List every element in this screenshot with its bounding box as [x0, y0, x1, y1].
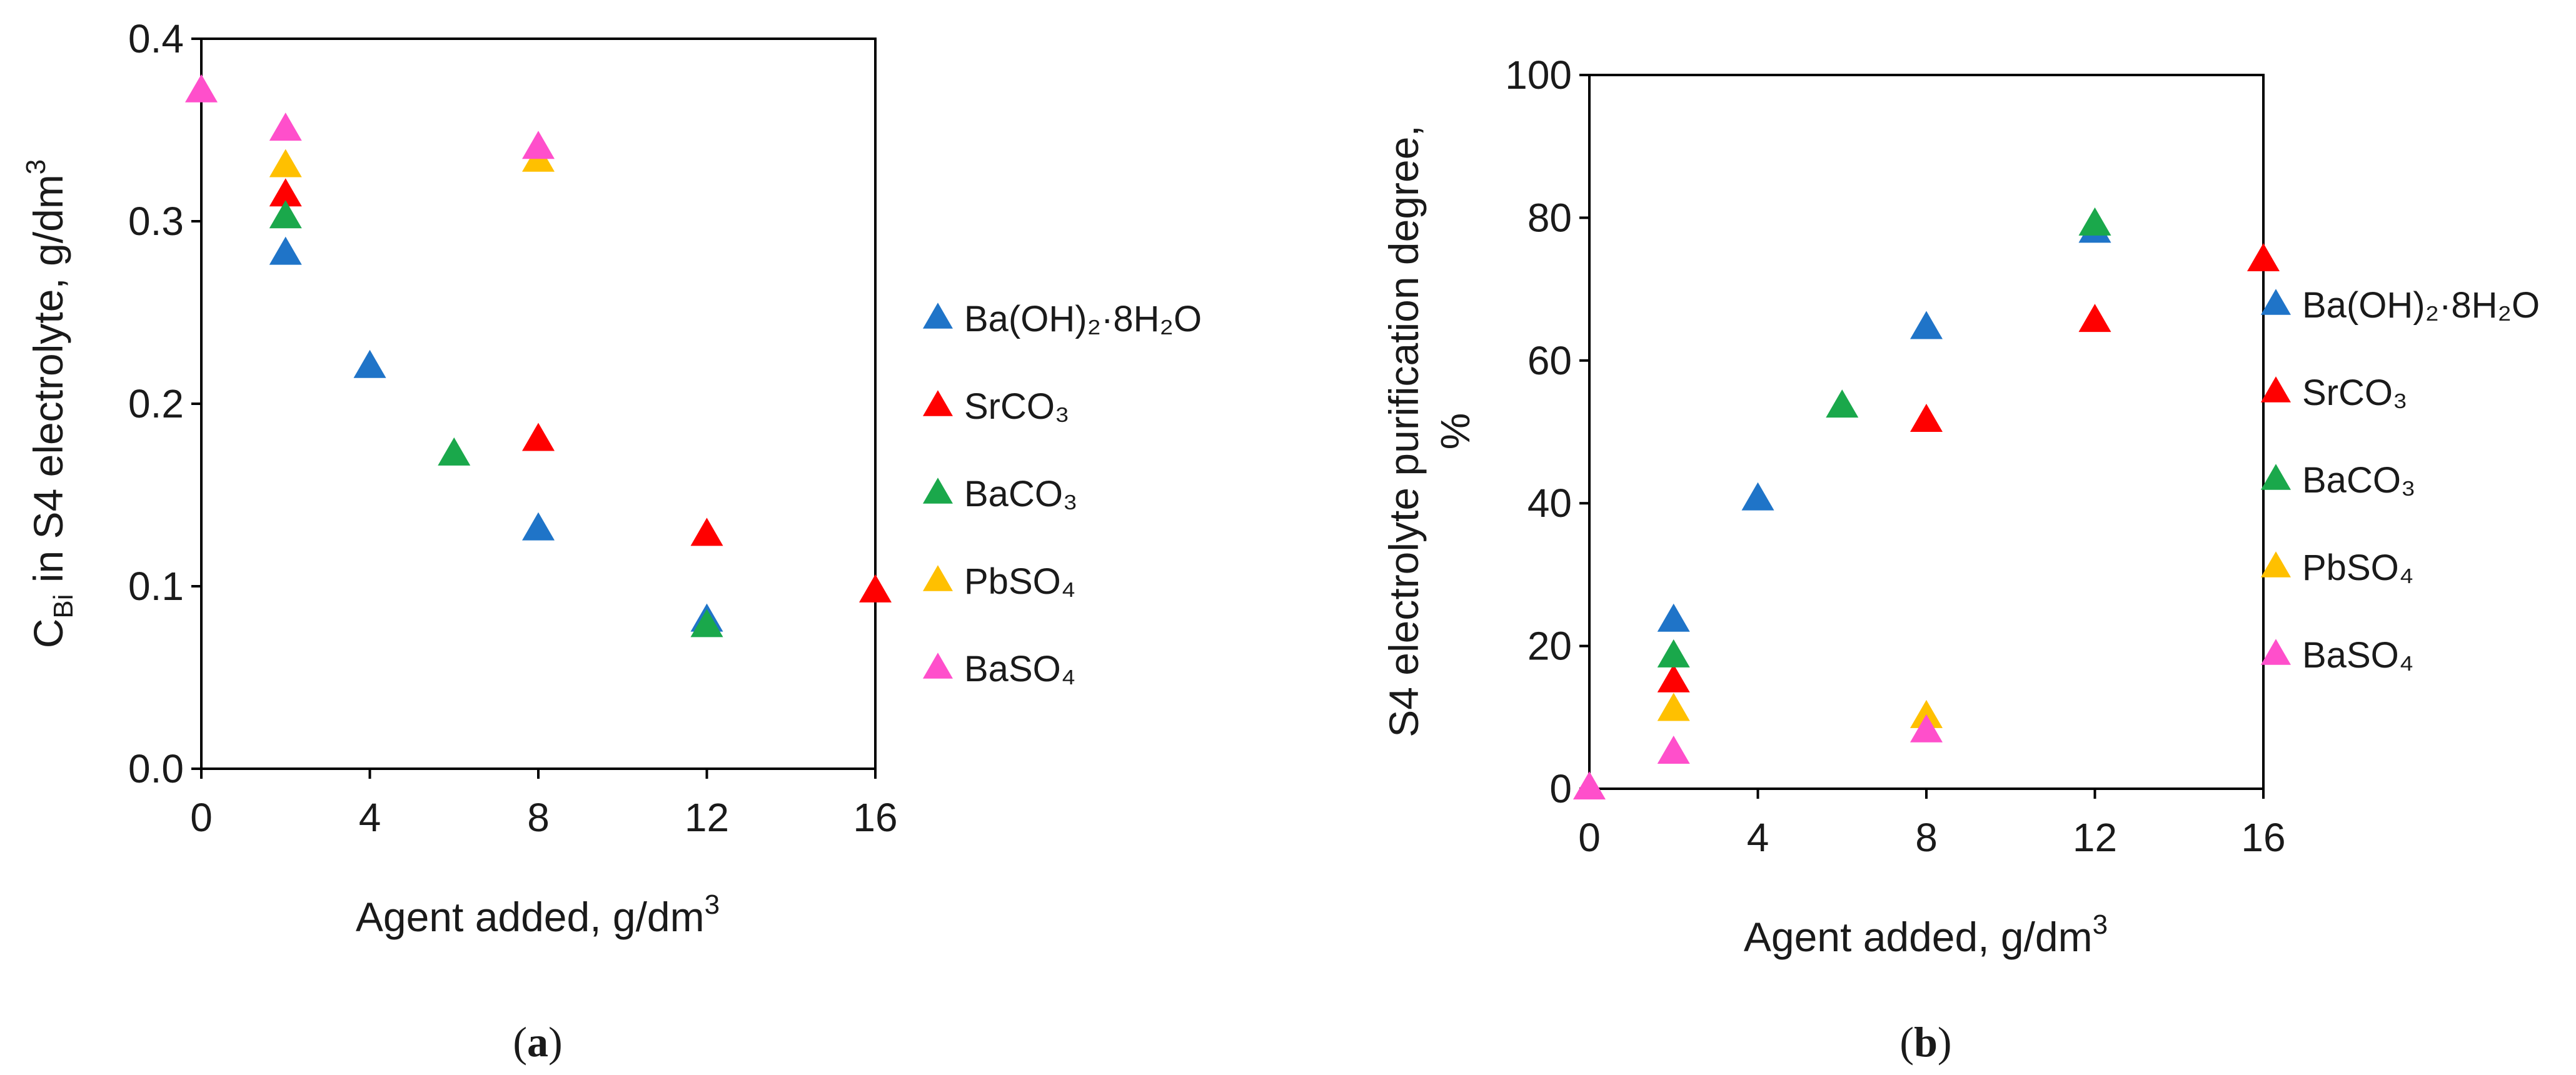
y-tick-label: 20	[1527, 624, 1572, 669]
data-point	[1657, 692, 1690, 721]
y-tick-label: 0.4	[128, 16, 184, 61]
legend-label: PbSO₄	[2302, 548, 2413, 588]
data-point	[269, 236, 302, 265]
legend-marker	[2261, 464, 2291, 490]
y-tick-label: 0.1	[128, 564, 184, 609]
y-tick-label: 40	[1527, 481, 1572, 526]
data-point	[269, 178, 302, 207]
y-axis-title-b-line2: %	[1432, 413, 1478, 450]
y-tick-label: 80	[1527, 195, 1572, 240]
y-tick-label: 100	[1505, 52, 1572, 98]
y-axis-title-a: CBi in S4 electrolyte, g/dm3	[21, 159, 79, 649]
y-axis-title-b: S4 electrolyte purification degree,	[1381, 125, 1427, 738]
caption-a: (a)	[513, 1018, 562, 1066]
data-point	[522, 131, 555, 159]
legend-marker	[923, 302, 953, 329]
data-point	[438, 437, 471, 466]
data-point	[522, 512, 555, 541]
data-point	[1910, 311, 1943, 339]
x-tick-label: 0	[1578, 815, 1601, 860]
x-ticks-a: 0 4 8 12 16	[190, 769, 898, 840]
x-axis-title-a: Agent added, g/dm3	[356, 889, 720, 940]
y-ticks-b: 0 20 40 60 80 100	[1505, 52, 1589, 811]
data-point	[1657, 736, 1690, 764]
x-tick-label: 12	[685, 795, 729, 840]
legend-b: Ba(OH)₂·8H₂O SrCO₃ BaCO₃ PbSO₄ BaSO₄	[2261, 285, 2540, 676]
data-point	[353, 349, 386, 378]
data-point	[269, 149, 302, 178]
legend-label: BaCO₃	[964, 474, 1078, 514]
data-point	[522, 422, 555, 451]
data-point	[1910, 403, 1943, 432]
caption-b: (b)	[1899, 1018, 1951, 1066]
legend-label: Ba(OH)₂·8H₂O	[964, 299, 1202, 339]
x-tick-label: 16	[853, 795, 897, 840]
data-point	[1910, 714, 1943, 742]
data-point	[690, 609, 723, 638]
legend-marker	[923, 390, 953, 416]
data-point	[1741, 482, 1774, 511]
data-point	[269, 200, 302, 229]
data-points-a	[185, 74, 892, 638]
y-tick-label: 0.3	[128, 199, 184, 244]
legend-marker	[2261, 289, 2291, 315]
legend-marker	[923, 565, 953, 591]
legend-marker	[2261, 376, 2291, 402]
data-point	[2078, 207, 2111, 236]
y-tick-label: 0	[1549, 766, 1572, 811]
y-ticks-a: 0.0 0.1 0.2 0.3 0.4	[128, 16, 201, 791]
legend-marker	[2261, 639, 2291, 665]
legend-label: BaSO₄	[964, 649, 1075, 689]
legend-label: SrCO₃	[964, 386, 1070, 427]
legend-label: SrCO₃	[2302, 372, 2408, 413]
data-point	[1910, 699, 1943, 728]
legend-marker	[923, 478, 953, 504]
x-tick-label: 4	[1747, 815, 1769, 860]
data-point	[1573, 771, 1606, 800]
data-point	[690, 518, 723, 546]
x-ticks-b: 0 4 8 12 16	[1578, 789, 2286, 860]
data-point	[2078, 304, 2111, 332]
data-point	[1826, 389, 1859, 418]
data-point	[1657, 603, 1690, 632]
x-tick-label: 16	[2241, 815, 2285, 860]
y-tick-label: 60	[1527, 338, 1572, 383]
legend-label: BaCO₃	[2302, 460, 2416, 501]
legend-marker	[923, 652, 953, 679]
data-point	[1657, 664, 1690, 692]
data-point	[2247, 243, 2280, 272]
legend-marker	[2261, 551, 2291, 578]
legend-label: PbSO₄	[964, 561, 1075, 602]
data-point	[859, 574, 892, 602]
panel-a: 0.0 0.1 0.2 0.3 0.4 0 4 8 12 16 Ba(OH)₂·8H₂O SrCO…	[21, 16, 1202, 1066]
data-points-b	[1573, 207, 2280, 800]
plot-area-b	[1588, 74, 2265, 790]
legend-a: Ba(OH)₂·8H₂O SrCO₃ BaCO₃ PbSO₄ BaSO₄	[923, 299, 1202, 689]
x-tick-label: 8	[1915, 815, 1938, 860]
x-tick-label: 4	[359, 795, 381, 840]
x-tick-label: 12	[2073, 815, 2117, 860]
y-tick-label: 0.0	[128, 746, 184, 791]
legend-label: Ba(OH)₂·8H₂O	[2302, 285, 2540, 326]
x-tick-label: 0	[190, 795, 213, 840]
data-point	[185, 74, 218, 102]
data-point	[269, 112, 302, 141]
x-tick-label: 8	[527, 795, 550, 840]
y-tick-label: 0.2	[128, 381, 184, 426]
data-point	[1657, 639, 1690, 668]
legend-label: BaSO₄	[2302, 635, 2413, 676]
x-axis-title-b: Agent added, g/dm3	[1744, 909, 2108, 960]
